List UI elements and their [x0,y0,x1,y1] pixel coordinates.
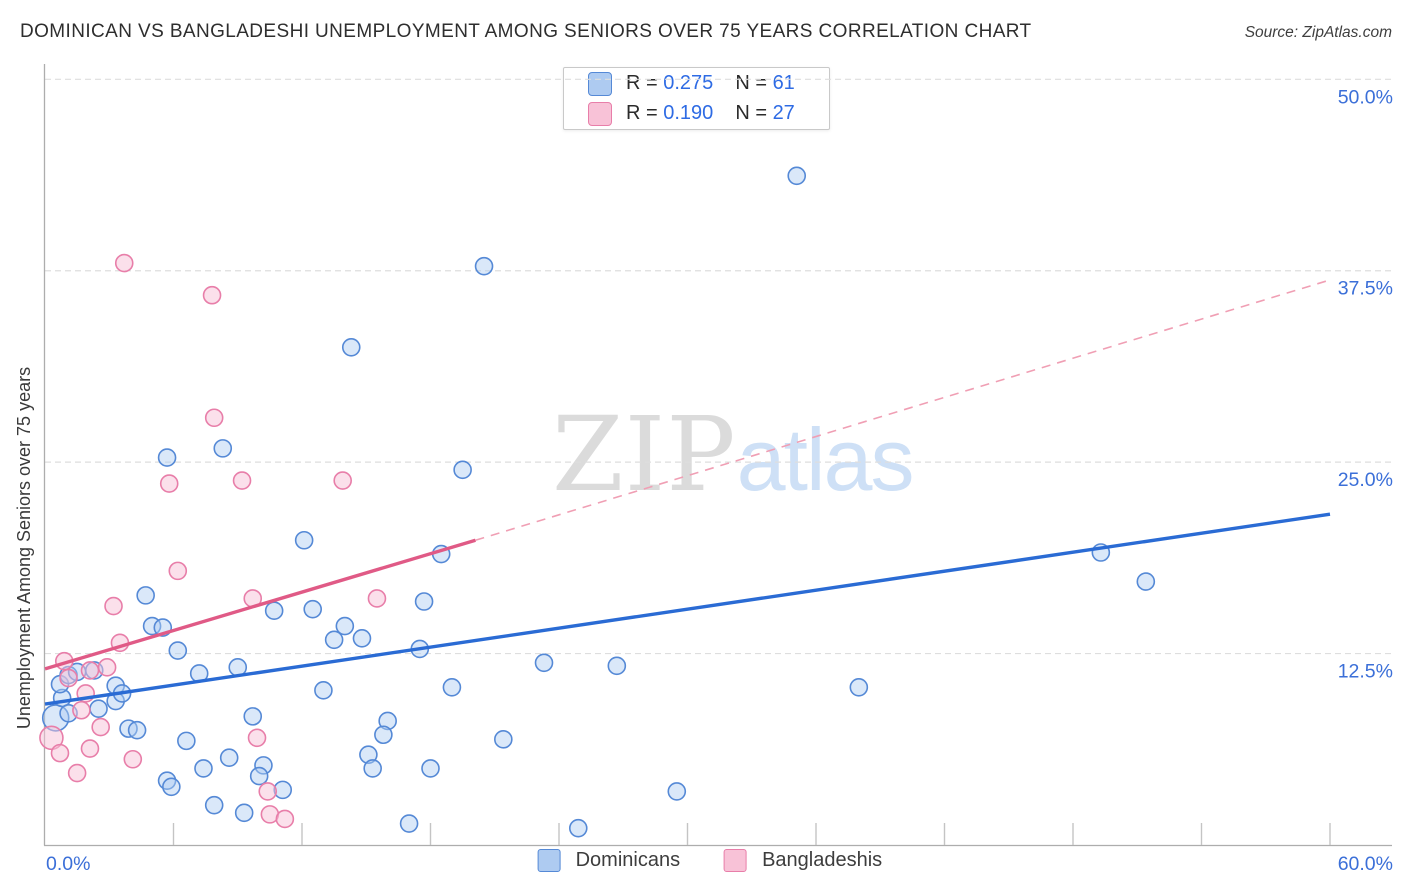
r-label: R = [626,72,664,94]
legend-item-bangladeshis: Bangladeshis [724,849,882,872]
r-value: 0.190 [663,102,714,124]
scatter-point-dominicans [324,630,344,650]
scatter-point-bangladeshis [202,285,222,305]
scatter-point-dominicans [453,460,472,480]
series-legend: Dominicans Bangladeshis [537,849,882,872]
scatter-point-dominicans [264,601,284,621]
scatter-point-dominicans [168,641,188,660]
scatter-point-dominicans [363,759,382,778]
scatter-point-dominicans [1136,572,1156,591]
scatter-point-bangladeshis [59,668,78,688]
scatter-point-dominicans [474,256,494,276]
y-tick-label: 12.5% [1338,661,1393,683]
scatter-point-dominicans [352,628,372,648]
scatter-point-dominicans [442,677,462,697]
y-tick-label: 50.0% [1338,86,1393,108]
scatter-point-dominicans [204,795,224,815]
scatter-point-dominicans [374,725,393,745]
source-attribution: Source: ZipAtlas.com [1244,24,1392,41]
scatter-point-dominicans [89,699,108,719]
scatter-point-bangladeshis [80,739,100,758]
stats-row-dominicans: R = 0.275 N = 61 [588,71,829,97]
scatter-point-dominicans [667,782,687,801]
scatter-point-dominicans [787,166,807,186]
stats-row-bangladeshis: R = 0.190 N = 27 [588,101,829,127]
scatter-point-dominicans [243,707,263,726]
scatter-point-dominicans [234,803,254,823]
scatter-point-dominicans [157,448,177,467]
scatter-point-bangladeshis [50,743,70,763]
scatter-point-bangladeshis [333,471,352,490]
scatter-point-dominicans [136,586,155,605]
scatter-point-bangladeshis [97,658,117,677]
scatter-point-dominicans [378,711,397,731]
scatter-point-bangladeshis [123,749,143,769]
page-title: DOMINICAN VS BANGLADESHI UNEMPLOYMENT AM… [20,21,1032,42]
legend-label: Dominicans [575,849,681,871]
scatter-point-bangladeshis [159,474,179,493]
scatter-point-bangladeshis [232,471,252,490]
scatter-point-dominicans [607,656,627,676]
scatter-point-dominicans [177,731,196,751]
scatter-point-bangladeshis [91,717,110,737]
scatter-point-dominicans [399,814,419,833]
scatter-point-dominicans [534,653,554,673]
scatter-point-bangladeshis [247,728,267,748]
scatter-point-bangladeshis [104,596,123,616]
n-label: N = [735,102,773,124]
legend-item-dominicans: Dominicans [537,849,681,872]
scatter-point-dominicans [303,599,323,619]
trend-line-bangladeshis [44,538,476,671]
scatter-point-dominicans [254,756,273,775]
scatter-point-dominicans [568,818,588,838]
x-tick-label: 60.0% [1338,853,1393,875]
scatter-point-bangladeshis [67,763,87,783]
legend-label: Bangladeshis [762,849,883,871]
r-value: 0.275 [663,72,714,94]
scatter-point-dominicans [213,439,233,458]
r-label: R = [626,102,664,124]
scatter-point-dominicans [359,745,378,764]
scatter-point-dominicans [849,677,869,697]
n-value: 61 [772,72,795,94]
dominicans-swatch-icon [537,849,561,872]
scatter-point-dominicans [494,730,513,749]
bangladeshis-swatch-icon [724,849,748,872]
scatter-point-bangladeshis [204,408,224,428]
scatter-point-dominicans [294,530,314,550]
trend-line-bangladeshis-projection [475,279,1331,542]
scatter-point-bangladeshis [275,809,295,829]
scatter-point-dominicans [249,766,269,786]
trend-line-dominicans [44,512,1331,706]
scatter-point-dominicans [335,616,355,636]
scatter-point-dominicans [127,720,147,740]
scatter-point-dominicans [162,777,181,797]
scatter-point-bangladeshis [168,561,188,581]
y-tick-label: 25.0% [1338,469,1393,491]
scatter-point-bangladeshis [258,782,278,801]
n-value: 27 [772,102,795,124]
scatter-point-dominicans [421,759,440,778]
scatter-point-bangladeshis [367,589,387,608]
bangladeshis-swatch-icon [588,101,612,126]
correlation-stats-box: R = 0.275 N = 61 R = 0.190 N = 27 [563,67,830,130]
scatter-point-dominicans [314,681,333,700]
scatter-point-dominicans [219,748,239,768]
scatter-point-dominicans [341,338,361,357]
dominicans-swatch-icon [588,71,612,96]
scatter-point-bangladeshis [39,725,64,751]
y-tick-label: 37.5% [1338,278,1393,300]
scatter-point-bangladeshis [72,700,91,720]
n-label: N = [735,72,773,94]
scatter-point-bangladeshis [114,253,134,273]
x-tick-label: 0.0% [46,853,90,875]
scatter-point-bangladeshis [80,661,100,680]
scatter-point-dominicans [414,592,434,611]
scatter-point-dominicans [194,759,213,778]
